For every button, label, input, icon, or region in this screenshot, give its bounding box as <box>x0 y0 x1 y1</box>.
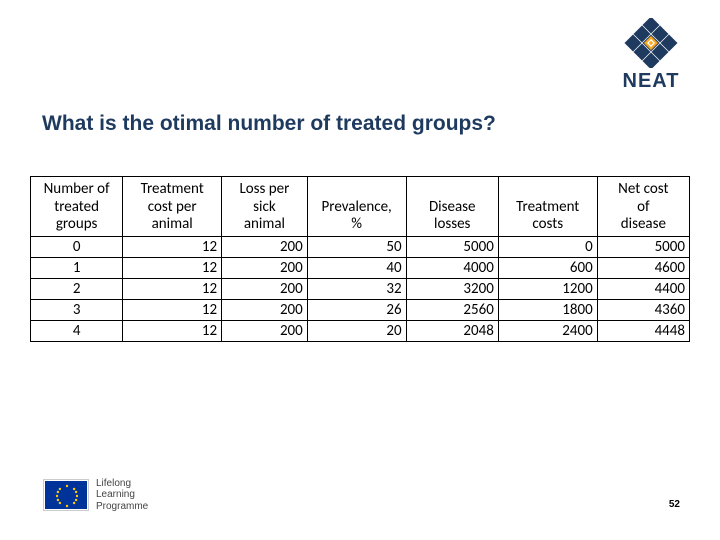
slide-title: What is the otimal number of treated gro… <box>42 112 496 136</box>
table-header-cell: Loss persickanimal <box>222 177 308 237</box>
table-cell: 2400 <box>498 321 597 342</box>
table-body: 0122005050000500011220040400060046002122… <box>31 237 690 342</box>
footer-programme-logo: Lifelong Learning Programme <box>44 478 148 513</box>
table-header-cell: Diseaselosses <box>406 177 498 237</box>
table-cell: 2048 <box>406 321 498 342</box>
table-header-cell: Treatmentcost peranimal <box>123 177 222 237</box>
table-cell: 1 <box>31 258 123 279</box>
table-cell: 200 <box>222 300 308 321</box>
table-cell: 4 <box>31 321 123 342</box>
neat-diamond-icon <box>622 18 680 68</box>
treated-groups-table: Number oftreatedgroupsTreatmentcost pera… <box>30 176 690 342</box>
table-cell: 200 <box>222 321 308 342</box>
table-cell: 2560 <box>406 300 498 321</box>
table-header-cell: Net costofdisease <box>597 177 689 237</box>
table-cell: 2 <box>31 279 123 300</box>
table-cell: 0 <box>498 237 597 258</box>
table-cell: 1800 <box>498 300 597 321</box>
page-number: 52 <box>669 499 680 510</box>
table-header-row: Number oftreatedgroupsTreatmentcost pera… <box>31 177 690 237</box>
table-cell: 12 <box>123 237 222 258</box>
table-cell: 32 <box>307 279 406 300</box>
table-cell: 3200 <box>406 279 498 300</box>
table-cell: 200 <box>222 258 308 279</box>
programme-line-1: Lifelong <box>96 478 148 490</box>
table-cell: 12 <box>123 279 222 300</box>
table-cell: 1200 <box>498 279 597 300</box>
table-row: 1122004040006004600 <box>31 258 690 279</box>
table-cell: 600 <box>498 258 597 279</box>
table-cell: 40 <box>307 258 406 279</box>
table-cell: 12 <box>123 300 222 321</box>
table-cell: 12 <box>123 258 222 279</box>
table-cell: 5000 <box>406 237 498 258</box>
table-header-cell: Treatmentcosts <box>498 177 597 237</box>
table-row: 41220020204824004448 <box>31 321 690 342</box>
table-cell: 3 <box>31 300 123 321</box>
table-cell: 5000 <box>597 237 689 258</box>
table-cell: 4400 <box>597 279 689 300</box>
table-cell: 4360 <box>597 300 689 321</box>
programme-line-3: Programme <box>96 501 148 513</box>
table-cell: 200 <box>222 237 308 258</box>
table-cell: 4448 <box>597 321 689 342</box>
table-header-cell: Number oftreatedgroups <box>31 177 123 237</box>
table-cell: 50 <box>307 237 406 258</box>
table-cell: 4000 <box>406 258 498 279</box>
table-row: 31220026256018004360 <box>31 300 690 321</box>
programme-line-2: Learning <box>96 489 148 501</box>
data-table-container: Number oftreatedgroupsTreatmentcost pera… <box>30 176 690 342</box>
table-header-cell: Prevalence,% <box>307 177 406 237</box>
eu-flag-icon <box>44 480 88 510</box>
programme-text: Lifelong Learning Programme <box>96 478 148 513</box>
neat-brand-text: NEAT <box>623 70 680 93</box>
neat-logo: NEAT <box>622 18 680 93</box>
table-row: 21220032320012004400 <box>31 279 690 300</box>
table-cell: 200 <box>222 279 308 300</box>
table-cell: 4600 <box>597 258 689 279</box>
table-cell: 12 <box>123 321 222 342</box>
table-cell: 26 <box>307 300 406 321</box>
table-cell: 20 <box>307 321 406 342</box>
table-row: 01220050500005000 <box>31 237 690 258</box>
table-cell: 0 <box>31 237 123 258</box>
